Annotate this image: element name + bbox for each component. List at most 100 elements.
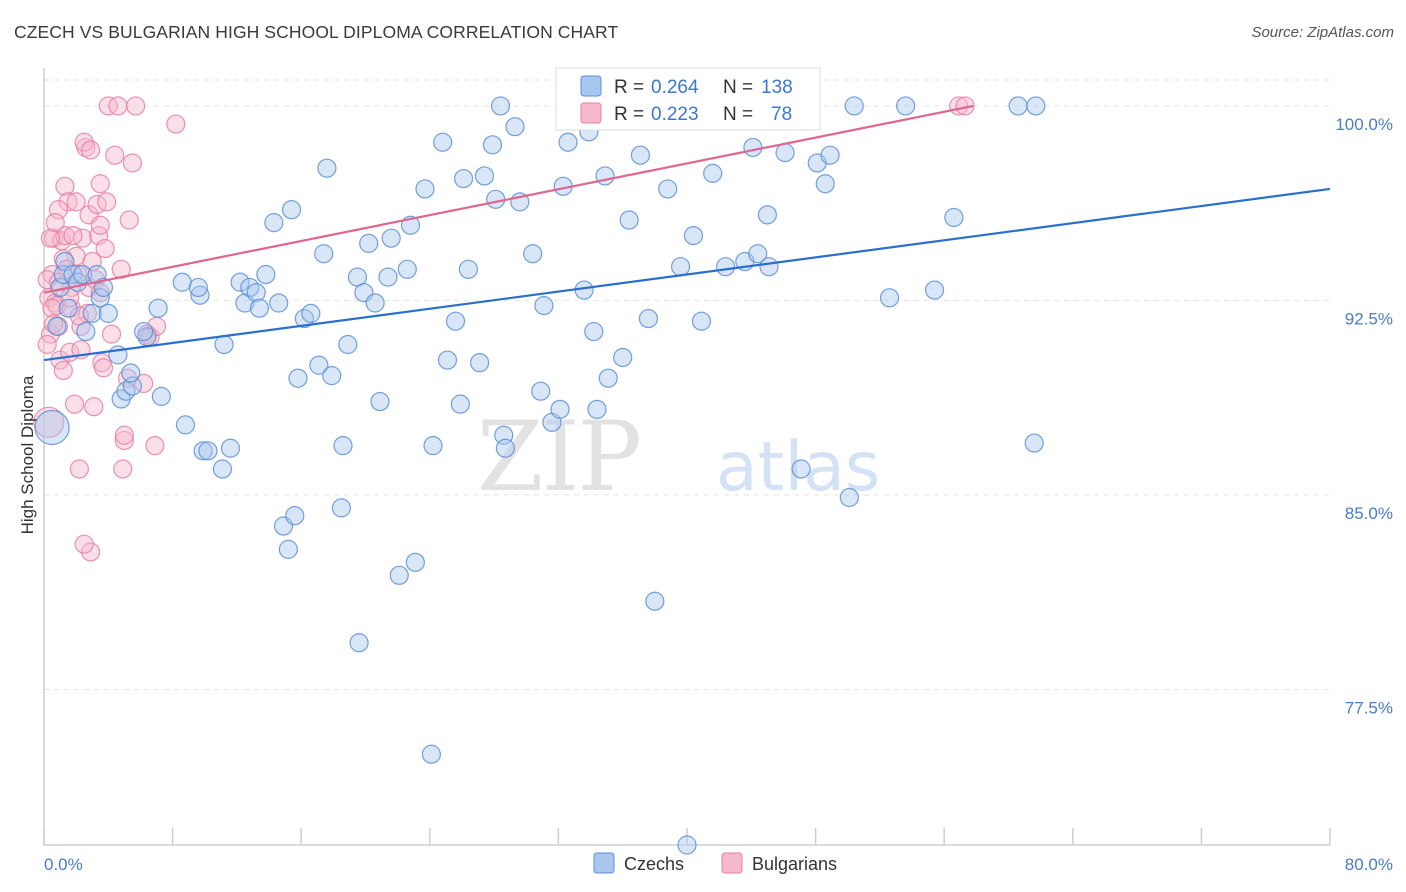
czech-point xyxy=(820,145,840,165)
bulgarian-n-label: N = xyxy=(723,104,753,125)
bulgarian-swatch xyxy=(580,102,602,124)
bulgarian-point xyxy=(101,324,122,344)
bulgarian-point xyxy=(119,210,139,230)
czech-point xyxy=(148,298,168,318)
czech-point xyxy=(482,135,503,155)
czech-point xyxy=(269,293,289,313)
bulgarian-r-label: R = xyxy=(614,104,644,125)
czech-point xyxy=(314,244,334,264)
czech-point xyxy=(405,552,425,572)
czech-point xyxy=(220,438,241,458)
trend-line-czechs xyxy=(43,187,1331,362)
bulgarian-point xyxy=(111,259,131,279)
czech-point xyxy=(264,213,284,233)
bulgarian-point xyxy=(68,264,88,285)
czech-point xyxy=(879,288,900,308)
czech-point xyxy=(322,366,342,386)
series-bulgarians xyxy=(33,96,975,562)
czech-point xyxy=(397,259,417,279)
bulgarian-point xyxy=(53,360,73,381)
y-tick-label: 85.0% xyxy=(1345,504,1393,523)
czech-point xyxy=(474,166,495,186)
czech-point xyxy=(619,210,639,230)
czech-point xyxy=(486,189,506,209)
czech-point xyxy=(365,293,385,313)
bulgarian-point xyxy=(69,459,89,479)
watermark-atlas: atlas xyxy=(716,428,880,507)
czech-point xyxy=(670,257,691,277)
axes xyxy=(43,68,1331,846)
czech-point xyxy=(249,298,270,318)
czech-point xyxy=(338,334,358,355)
czech-point xyxy=(759,257,779,277)
czech-point xyxy=(134,321,154,342)
czech-point xyxy=(359,233,379,253)
bulgarian-point xyxy=(64,394,85,414)
czech-point xyxy=(278,539,298,559)
czech-point xyxy=(757,205,777,225)
bulgarian-point xyxy=(955,96,975,116)
grid-lines xyxy=(44,79,1330,690)
czech-point xyxy=(34,409,70,446)
bulgarian-point xyxy=(93,358,114,378)
czech-point xyxy=(523,244,543,264)
czech-point xyxy=(98,303,118,323)
watermark: ZIP atlas xyxy=(477,401,881,513)
czech-point xyxy=(791,459,811,479)
bulgarian-point xyxy=(40,228,61,248)
y-tick-label: 77.5% xyxy=(1345,698,1393,717)
bulgarian-point xyxy=(145,436,165,456)
czech-point xyxy=(82,303,102,323)
czech-point xyxy=(175,415,196,435)
czech-point xyxy=(683,225,704,246)
czech-point xyxy=(748,244,768,264)
czech-point xyxy=(445,311,466,331)
czech-point xyxy=(214,334,234,355)
czech-point xyxy=(495,438,515,458)
czech-point xyxy=(331,498,351,518)
czech-point xyxy=(378,267,398,287)
czech-point xyxy=(246,283,266,303)
czech-point xyxy=(72,264,93,285)
trend-lines xyxy=(43,104,1331,362)
legend-swatch-czechs xyxy=(593,852,615,874)
czech-point xyxy=(691,311,712,331)
czech-point xyxy=(715,257,736,277)
bulgarian-point xyxy=(81,140,101,160)
czech-point xyxy=(317,158,337,178)
bulgarian-point xyxy=(55,176,75,196)
bulgarian-point xyxy=(44,314,64,334)
czech-point xyxy=(294,308,315,329)
bulgarian-n-value: 78 xyxy=(771,104,792,125)
bulgarian-point xyxy=(63,225,83,246)
czech-point xyxy=(212,459,233,479)
czech-point xyxy=(703,163,723,183)
czech-point xyxy=(1026,96,1046,116)
bulgarian-point xyxy=(81,542,101,562)
bulgarian-point xyxy=(66,192,86,212)
tick-labels: 77.5% 85.0% 92.5% 100.0% 0.0% 80.0% xyxy=(44,115,1393,874)
czech-point xyxy=(47,316,67,336)
bulgarian-point xyxy=(166,114,186,134)
czech-point xyxy=(896,96,916,116)
czech-point xyxy=(190,285,210,305)
bulgarian-point xyxy=(114,430,134,451)
czech-n-value: 138 xyxy=(761,77,793,98)
czech-point xyxy=(301,303,321,323)
czech-point xyxy=(844,96,864,116)
czech-point xyxy=(423,436,443,456)
czech-point xyxy=(285,506,305,526)
czech-point xyxy=(587,399,607,419)
source-credit: Source: ZipAtlas.com xyxy=(1251,24,1394,41)
czech-point xyxy=(90,288,110,308)
czech-point xyxy=(505,117,525,137)
czech-point xyxy=(815,174,835,194)
x-tick-label-min: 0.0% xyxy=(44,855,83,874)
czech-point xyxy=(645,591,665,611)
czech-point xyxy=(93,277,114,298)
czech-point xyxy=(677,835,697,855)
czech-point xyxy=(333,436,353,456)
czech-point xyxy=(598,368,618,388)
czech-point xyxy=(775,143,795,163)
czech-point xyxy=(240,277,260,298)
